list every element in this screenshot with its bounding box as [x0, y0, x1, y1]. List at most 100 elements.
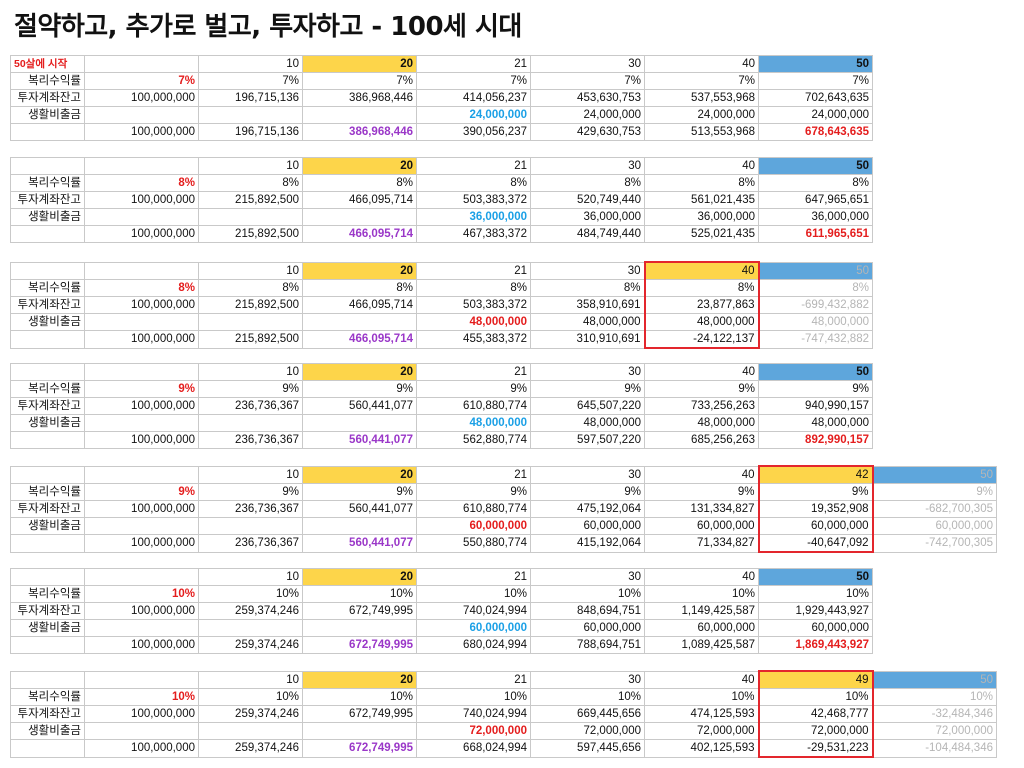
rate-value: 8% [198, 279, 303, 297]
balance-value: 848,694,751 [530, 602, 645, 620]
year-cell: 30 [530, 55, 645, 73]
rate-value: 8% [84, 174, 199, 192]
year-cell: 10 [198, 670, 303, 689]
year-cell-20: 20 [302, 670, 417, 689]
rate-row: 복리수익률 10% 10% 10% 10% 10% 10% 10% [10, 585, 873, 603]
expense-value: 72,000,000 [644, 722, 759, 740]
rate-value: 8% [644, 174, 759, 192]
balance-value: 215,892,500 [198, 191, 303, 209]
balance-value: 560,441,077 [302, 500, 417, 518]
expense-value: 36,000,000 [416, 208, 531, 226]
net-value: 560,441,077 [302, 534, 417, 553]
balance-row: 투자계좌잔고 100,000,000 236,736,367 560,441,0… [10, 397, 873, 415]
expense-value: 48,000,000 [643, 313, 760, 331]
balance-value: -682,700,305 [872, 500, 997, 518]
net-row: 100,000,000 215,892,500 466,095,714 467,… [10, 225, 873, 243]
rate-value: 8% [302, 174, 417, 192]
expense-value: 60,000,000 [416, 619, 531, 637]
row-label: 복리수익률 [10, 174, 85, 192]
year-cell: 10 [198, 157, 303, 175]
year-cell: 40 [644, 465, 759, 484]
rate-value: 7% [644, 72, 759, 90]
net-value: 455,383,372 [416, 330, 531, 349]
row-label: 복리수익률 [10, 380, 85, 398]
rate-value: 9% [530, 380, 645, 398]
rate-value: 8% [643, 279, 760, 297]
balance-value: 475,192,064 [530, 500, 645, 518]
rate-value: 10% [302, 688, 417, 706]
balance-value: -32,484,346 [872, 705, 997, 723]
net-value: 1,869,443,927 [758, 636, 873, 654]
balance-value: 520,749,440 [530, 191, 645, 209]
rate-value: 9% [758, 380, 873, 398]
rate-value: 10% [644, 585, 759, 603]
balance-value: 669,445,656 [530, 705, 645, 723]
rate-value: 8% [758, 279, 873, 297]
expense-value: 60,000,000 [530, 619, 645, 637]
year-cell: 21 [416, 261, 531, 280]
start-age-label: 50살에 시작 [10, 55, 85, 73]
year-cell: 10 [198, 465, 303, 484]
net-value: -742,700,305 [872, 534, 997, 553]
balance-value: 537,553,968 [644, 89, 759, 107]
rate-value: 9% [644, 483, 759, 501]
expense-value: 48,000,000 [758, 313, 873, 331]
net-value: 215,892,500 [198, 330, 303, 349]
balance-row: 투자계좌잔고 100,000,000 259,374,246 672,749,9… [10, 705, 997, 723]
expense-value: 48,000,000 [644, 414, 759, 432]
year-cell: 10 [198, 568, 303, 586]
rate-value: 9% [416, 380, 531, 398]
year-cell-50: 50 [758, 157, 873, 175]
expense-value: 60,000,000 [872, 517, 997, 535]
expense-row: 생활비출금 60,000,000 60,000,000 60,000,000 6… [10, 517, 997, 535]
year-row: 10 20 21 30 40 49 50 [10, 670, 997, 689]
rate-value: 10% [84, 585, 199, 603]
expense-row: 생활비출금 48,000,000 48,000,000 48,000,000 4… [10, 313, 873, 331]
rate-value: 9% [302, 483, 417, 501]
expense-value: 72,000,000 [757, 722, 874, 740]
net-value: 100,000,000 [84, 123, 199, 141]
year-cell-20: 20 [302, 261, 417, 280]
row-label: 투자계좌잔고 [10, 602, 85, 620]
net-value: 429,630,753 [530, 123, 645, 141]
rate-row: 복리수익률 9% 9% 9% 9% 9% 9% 9% 9% [10, 483, 997, 501]
balance-value: 466,095,714 [302, 296, 417, 314]
balance-row: 투자계좌잔고 100,000,000 236,736,367 560,441,0… [10, 500, 997, 518]
net-value: -747,432,882 [758, 330, 873, 349]
balance-value: -699,432,882 [758, 296, 873, 314]
rate-value: 10% [757, 688, 874, 706]
net-value: 1,089,425,587 [644, 636, 759, 654]
net-value: 560,441,077 [302, 431, 417, 449]
rate-row: 복리수익률 9% 9% 9% 9% 9% 9% 9% [10, 380, 873, 398]
row-label: 생활비출금 [10, 722, 85, 740]
year-cell: 21 [416, 568, 531, 586]
balance-value: 1,149,425,587 [644, 602, 759, 620]
expense-value: 60,000,000 [757, 517, 874, 535]
rate-value: 8% [302, 279, 417, 297]
net-value: 562,880,774 [416, 431, 531, 449]
expense-value: 24,000,000 [530, 106, 645, 124]
net-value: 259,374,246 [198, 636, 303, 654]
year-row: 10 20 21 30 40 50 [10, 261, 873, 280]
expense-value: 60,000,000 [644, 517, 759, 535]
rate-value: 9% [872, 483, 997, 501]
year-row: 10 20 21 30 40 50 [10, 568, 873, 586]
balance-value: 236,736,367 [198, 500, 303, 518]
rate-value: 9% [84, 380, 199, 398]
rate-value: 9% [302, 380, 417, 398]
row-label: 생활비출금 [10, 619, 85, 637]
expense-row: 생활비출금 72,000,000 72,000,000 72,000,000 7… [10, 722, 997, 740]
balance-value: 386,968,446 [302, 89, 417, 107]
net-value: 513,553,968 [644, 123, 759, 141]
balance-value: 414,056,237 [416, 89, 531, 107]
expense-value: 48,000,000 [416, 414, 531, 432]
expense-value: 72,000,000 [416, 722, 531, 740]
rate-value: 9% [757, 483, 874, 501]
rate-value: 10% [302, 585, 417, 603]
balance-value: 23,877,863 [643, 296, 760, 314]
net-value: 525,021,435 [644, 225, 759, 243]
net-row: 100,000,000 259,374,246 672,749,995 680,… [10, 636, 873, 654]
year-cell: 21 [416, 55, 531, 73]
rate-value: 10% [84, 688, 199, 706]
rate-value: 10% [198, 688, 303, 706]
